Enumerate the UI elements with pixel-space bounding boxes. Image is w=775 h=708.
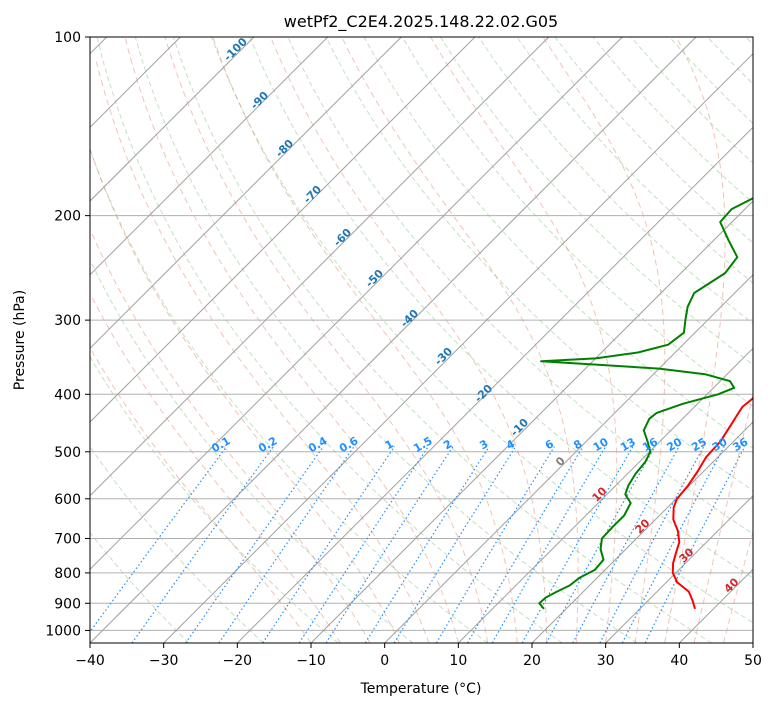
moist-adiabat-line bbox=[90, 227, 371, 643]
mixing-ratio-line bbox=[218, 446, 355, 643]
mixing-ratio-line bbox=[644, 446, 746, 643]
y-axis: 100 200 300 400 500 600 700 800 900 1000 bbox=[45, 30, 90, 639]
isotherm-line bbox=[605, 494, 753, 643]
moist-adiabat-line bbox=[664, 37, 726, 643]
x-axis: −40 −30 −20 −10 0 10 20 30 40 50 bbox=[75, 643, 762, 669]
mixing-ratio-line bbox=[185, 446, 324, 643]
plot-area: -100-90-80-70-60-50-40-30-20-10010203040… bbox=[90, 37, 753, 643]
x-axis-title: Temperature (°C) bbox=[360, 681, 482, 697]
x-tick-label: −20 bbox=[223, 653, 253, 669]
y-tick-label: 100 bbox=[54, 30, 81, 46]
mixing-ratio-line bbox=[466, 446, 584, 643]
dry-adiabat-line bbox=[249, 37, 753, 579]
mixing-ratio-line bbox=[435, 446, 555, 643]
dry-adiabat-line bbox=[134, 37, 638, 643]
isotherm-line bbox=[90, 37, 329, 276]
x-tick-label: −40 bbox=[75, 653, 105, 669]
mixing-ratio-line bbox=[298, 446, 429, 643]
y-tick-label: 400 bbox=[54, 387, 81, 403]
mixing-ratio-line bbox=[393, 446, 517, 643]
x-tick-label: −30 bbox=[149, 653, 179, 669]
mixing-ratio-line bbox=[364, 446, 490, 643]
mixing-ratio-line bbox=[325, 446, 454, 643]
isotherm-line bbox=[384, 273, 753, 643]
dry-adiabat-line bbox=[516, 37, 753, 284]
x-tick-label: 10 bbox=[449, 653, 467, 669]
moist-adiabat-line bbox=[723, 529, 753, 643]
moist-adiabat-line bbox=[430, 37, 618, 643]
isotherm-line bbox=[90, 37, 697, 643]
isotherm-line bbox=[310, 200, 753, 643]
moist-adiabat-line bbox=[90, 147, 400, 643]
moist-adiabat-line bbox=[542, 37, 666, 643]
moist-adiabat-line bbox=[212, 37, 518, 643]
mixing-ratio-line bbox=[90, 446, 228, 633]
mixing-ratio-line bbox=[262, 446, 396, 643]
mixing-ratio-line bbox=[621, 446, 725, 643]
moist-adiabat-line bbox=[90, 292, 341, 643]
moist-adiabat-line bbox=[164, 37, 489, 643]
moist-adiabat-line bbox=[95, 61, 430, 643]
isotherm-line bbox=[90, 37, 623, 571]
mixing-ratio-line bbox=[545, 446, 656, 643]
mixing-ratio-line bbox=[131, 446, 274, 643]
dry-adiabat-line bbox=[90, 148, 488, 643]
y-tick-label: 200 bbox=[54, 209, 81, 225]
dry-adiabat-line bbox=[439, 37, 753, 366]
dry-adiabat-line bbox=[325, 37, 753, 492]
x-tick-label: 30 bbox=[597, 653, 615, 669]
dry-adiabat-line bbox=[401, 37, 753, 407]
plot-frame bbox=[89, 36, 754, 644]
isotherm-line bbox=[90, 37, 476, 423]
temperature-profile bbox=[671, 396, 753, 610]
isotherm-line bbox=[531, 421, 753, 643]
isotherm-line bbox=[163, 52, 753, 643]
x-tick-label: 50 bbox=[744, 653, 762, 669]
y-tick-label: 600 bbox=[54, 492, 81, 508]
dry-adiabat-line bbox=[90, 445, 264, 643]
dewpoint-profile bbox=[538, 197, 753, 610]
x-tick-label: 20 bbox=[523, 653, 541, 669]
y-tick-label: 300 bbox=[54, 313, 81, 329]
isotherm-line bbox=[90, 37, 402, 350]
isotherm-line bbox=[236, 126, 753, 643]
isotherm-line bbox=[90, 37, 255, 202]
isotherm-line bbox=[457, 347, 753, 643]
y-tick-label: 500 bbox=[54, 445, 81, 461]
dry-adiabat-line bbox=[96, 37, 563, 643]
dry-adiabat-line bbox=[90, 355, 339, 643]
x-tick-label: 40 bbox=[670, 653, 688, 669]
profiles bbox=[538, 197, 753, 610]
isotherms bbox=[90, 37, 753, 643]
moist-adiabat-line bbox=[341, 37, 579, 643]
pressure-grid bbox=[90, 37, 753, 631]
x-tick-label: −10 bbox=[296, 653, 326, 669]
moist-adiabat-line bbox=[124, 37, 459, 643]
mixing-ratio-lines bbox=[90, 446, 746, 643]
dry-adiabats bbox=[90, 37, 753, 643]
dry-adiabat-line bbox=[172, 37, 712, 643]
y-tick-label: 1000 bbox=[45, 623, 81, 639]
y-tick-label: 900 bbox=[54, 596, 81, 612]
chart-title: wetPf2_C2E4.2025.148.22.02.G05 bbox=[284, 12, 558, 32]
dry-adiabat-line bbox=[211, 37, 753, 624]
y-tick-label: 800 bbox=[54, 566, 81, 582]
y-tick-label: 700 bbox=[54, 532, 81, 548]
dry-adiabat-line bbox=[90, 531, 190, 643]
isotherm-line bbox=[90, 37, 550, 497]
x-tick-label: 0 bbox=[380, 653, 389, 669]
moist-adiabat-line bbox=[693, 393, 753, 643]
y-axis-title: Pressure (hPa) bbox=[12, 290, 28, 390]
